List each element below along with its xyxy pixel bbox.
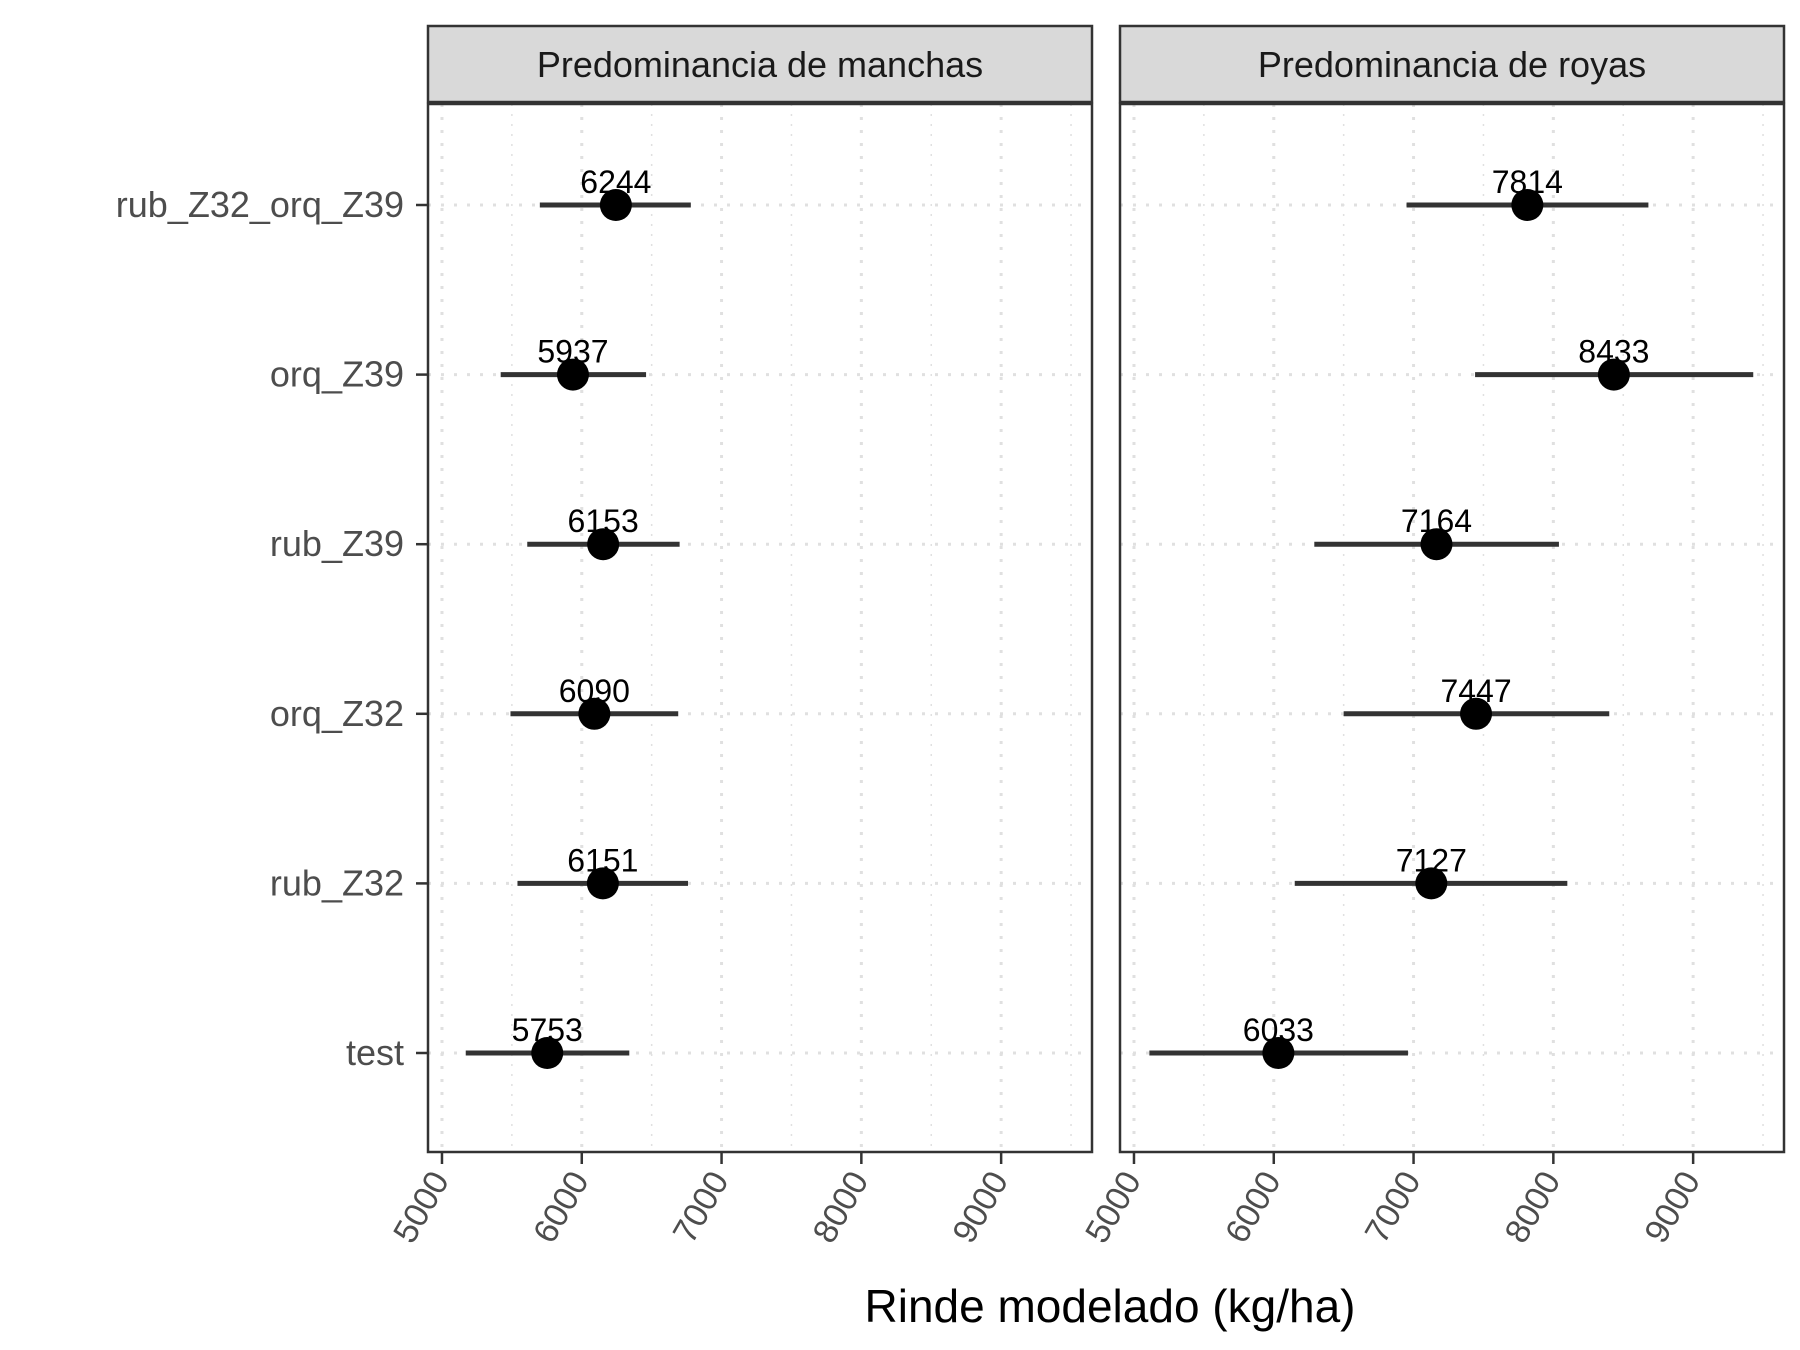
data-point-group: 5753 [465, 1012, 630, 1069]
facet-strip [1118, 24, 1786, 104]
y-tick-label: orq_Z39 [270, 354, 404, 395]
y-axis: rub_Z32_orq_Z39 orq_Z39 rub_Z39 orq_Z32 rub_… [116, 184, 428, 1073]
data-label: 8433 [1578, 334, 1649, 370]
data-label: 5937 [537, 334, 608, 370]
data-point [1511, 189, 1544, 221]
data-point-group: 7447 [1343, 673, 1610, 730]
facet-title: Predominancia de royas [1258, 44, 1646, 85]
data-point-group: 6244 [539, 164, 691, 221]
data-point-group: 6033 [1149, 1012, 1408, 1069]
panel-background [1120, 104, 1784, 1152]
x-axis-title: Rinde modelado (kg/ha) [865, 1280, 1356, 1332]
data-point-group: 7164 [1314, 503, 1559, 561]
data-point [599, 189, 632, 221]
data-point [556, 358, 589, 391]
facet-strip [426, 24, 1094, 104]
data-label: 7164 [1401, 503, 1472, 539]
data-point [1420, 528, 1453, 561]
data-point-group: 6151 [517, 842, 689, 900]
panel-background [428, 104, 1092, 1152]
data-point [578, 697, 611, 730]
data-point-group: 7814 [1406, 164, 1649, 221]
data-point-group: 6153 [527, 503, 680, 561]
data-label: 6244 [580, 164, 651, 200]
data-label: 6151 [567, 842, 638, 878]
y-tick-label: test [346, 1032, 404, 1073]
y-tick-label: rub_Z39 [270, 523, 404, 564]
data-point [586, 867, 619, 900]
data-point [1262, 1037, 1295, 1069]
data-label: 6090 [559, 673, 630, 709]
data-point [587, 528, 620, 561]
y-tick-label: orq_Z32 [270, 693, 404, 734]
data-label: 7127 [1396, 842, 1467, 878]
data-point-group: 6090 [510, 673, 679, 730]
data-point [1597, 358, 1630, 391]
y-tick-label: rub_Z32_orq_Z39 [116, 184, 404, 225]
data-label: 5753 [512, 1012, 583, 1048]
facet-title: Predominancia de manchas [537, 44, 983, 85]
data-label: 7447 [1440, 673, 1511, 709]
data-point [1415, 867, 1448, 900]
data-point-group: 5937 [500, 334, 647, 391]
panel-border [1118, 102, 1786, 1154]
data-label: 6153 [568, 503, 639, 539]
data-label: 6033 [1243, 1012, 1314, 1048]
data-point [1460, 697, 1493, 730]
data-label: 7814 [1492, 164, 1563, 200]
data-point-group: 7127 [1294, 842, 1568, 900]
panel-border [426, 102, 1094, 1154]
data-point [531, 1037, 564, 1069]
data-point-group: 8433 [1475, 334, 1754, 391]
y-tick-label: rub_Z32 [270, 862, 404, 903]
